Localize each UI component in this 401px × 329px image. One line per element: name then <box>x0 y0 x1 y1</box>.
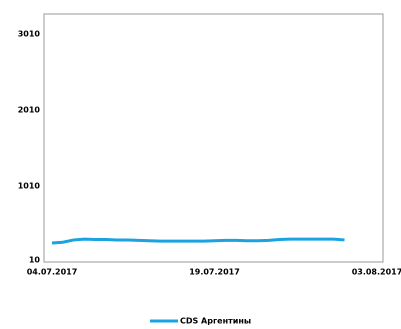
y-tick-label: 3010 <box>18 29 41 38</box>
x-tick-label: 04.07.2017 <box>27 268 78 277</box>
plot-area <box>43 13 384 263</box>
legend-label: CDS Аргентины <box>180 317 251 326</box>
x-tick-label: 03.08.2017 <box>352 268 401 277</box>
x-tick-label: 19.07.2017 <box>189 268 240 277</box>
line-series <box>51 237 345 245</box>
y-tick-label: 2010 <box>18 105 41 114</box>
y-tick-label: 1010 <box>18 181 41 190</box>
y-tick-label: 10 <box>29 256 41 265</box>
